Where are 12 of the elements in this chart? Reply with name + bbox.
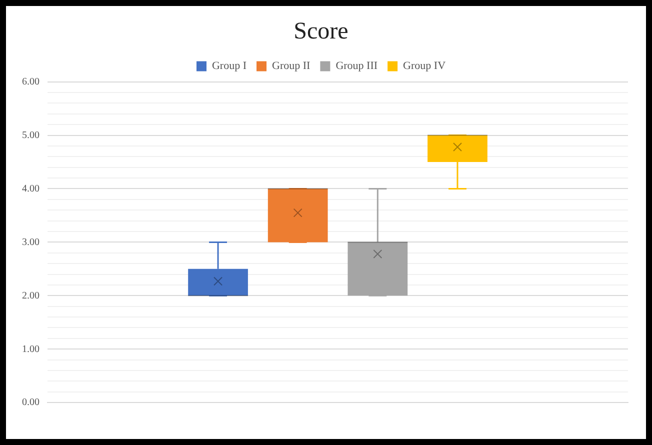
y-tick-label: 5.00: [22, 130, 40, 141]
y-tick-label: 2.00: [22, 290, 40, 302]
legend-label: Group III: [336, 60, 378, 72]
legend-label: Group II: [272, 60, 311, 72]
chart-title: Score: [294, 18, 348, 45]
y-tick-label: 0.00: [22, 397, 40, 408]
y-tick-label: 3.00: [22, 236, 40, 248]
legend-label: Group IV: [403, 60, 446, 72]
legend-label: Group I: [212, 60, 247, 72]
y-tick-label: 4.00: [22, 183, 40, 194]
y-tick-label: 1.00: [22, 344, 40, 355]
y-tick-label: 6.00: [22, 76, 40, 88]
